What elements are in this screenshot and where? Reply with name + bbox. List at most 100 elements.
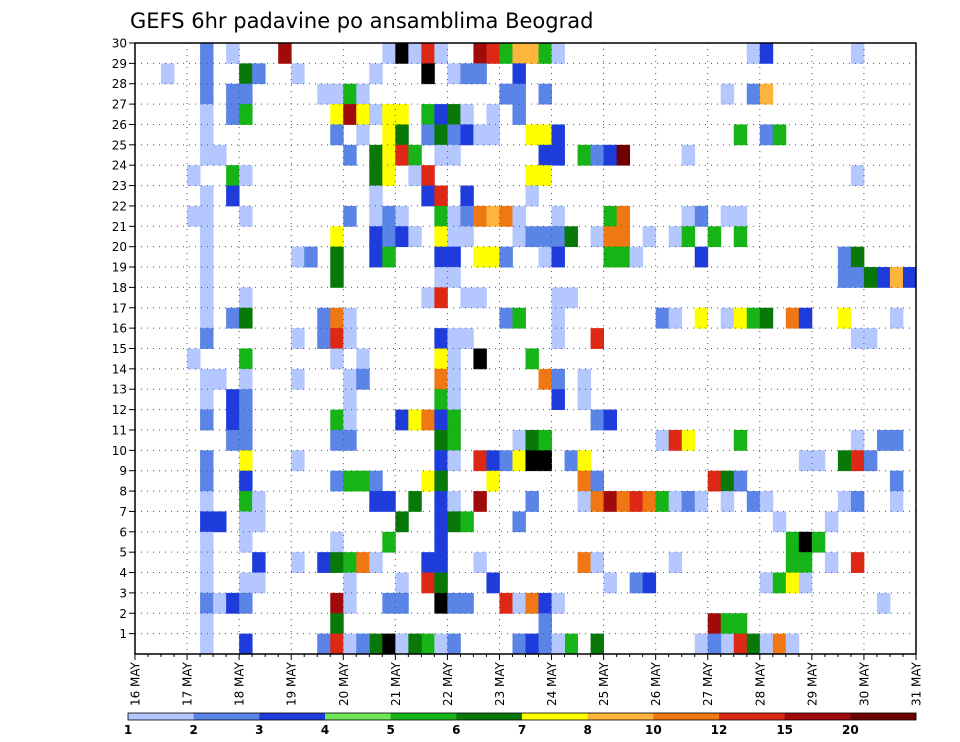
y-tick-label: 19 [112,261,127,275]
heatmap-cell [551,124,565,146]
heatmap-cell [226,592,240,614]
heatmap-cell [330,348,344,370]
heatmap-cell [239,633,253,655]
heatmap-cell [343,389,357,410]
heatmap-cell [447,144,461,166]
y-tick-label: 11 [112,423,127,437]
heatmap-cell [616,226,631,248]
y-tick-label: 12 [112,403,127,417]
heatmap-cell [200,552,214,573]
heatmap-cell [447,368,461,390]
heatmap-cell [434,287,448,309]
colorbar-label: 1 [124,723,132,737]
heatmap-cell [330,592,344,614]
x-tick-label: 28 MAY [753,661,767,706]
heatmap-cell [200,389,214,410]
heatmap-cell [668,226,683,248]
heatmap-cell [317,633,331,655]
y-tick-label: 28 [112,77,127,91]
heatmap-cell [226,429,240,451]
heatmap-cell [395,511,409,533]
y-tick-label: 29 [112,57,127,71]
heatmap-cell [200,470,214,492]
heatmap-cell [733,226,748,248]
x-tick-label: 19 MAY [285,661,299,706]
heatmap-cell [473,450,487,472]
heatmap-cell [200,287,214,309]
x-tick-label: 23 MAY [493,661,507,706]
heatmap-cell [356,633,370,655]
heatmap-cell [239,368,253,390]
heatmap-cell [239,389,253,410]
heatmap-cell [304,246,318,268]
colorbar-label: 10 [645,723,662,737]
heatmap-cell [226,389,240,410]
heatmap-cell [512,429,526,451]
x-tick-label: 26 MAY [649,661,663,706]
heatmap-cell [421,572,435,594]
heatmap-cell [200,531,214,553]
heatmap-cell [330,328,344,349]
heatmap-cell [551,328,565,349]
heatmap-cell [720,470,735,492]
x-tick-label: 25 MAY [597,661,611,706]
heatmap-cell [837,307,852,329]
heatmap-cell [421,470,435,492]
heatmap-cell [525,43,539,64]
y-tick-labels: 1234567891011121314151617181920212223242… [112,37,135,641]
heatmap-cell [382,124,396,146]
heatmap-cell [239,429,253,451]
heatmap-cell [499,307,513,329]
heatmap-cell [434,552,448,573]
heatmap-cell [330,307,344,329]
heatmap-cell [434,124,448,146]
y-tick-label: 26 [112,118,127,132]
heatmap-cell [707,226,722,248]
heatmap-cell [837,267,852,288]
heatmap-cell [772,511,787,533]
heatmap-cell [720,83,735,105]
heatmap-cell [434,348,448,370]
heatmap-cell [200,328,214,349]
heatmap-cell [421,124,435,146]
heatmap-cell [863,450,878,472]
heatmap-cell [213,368,227,390]
heatmap-cell [356,552,370,573]
heatmap-cell [564,226,578,248]
heatmap-cell [850,450,865,472]
heatmap-cell [694,491,709,512]
heatmap-cell [538,43,552,64]
heatmap-cell [343,144,357,166]
heatmap-cell [291,63,305,85]
heatmap-cell [512,63,526,85]
heatmap-cell [551,226,565,248]
heatmap-cell [434,429,448,451]
heatmap-cell [577,552,591,573]
heatmap-cell [629,572,644,594]
heatmap-cell [473,348,487,370]
heatmap-cell [408,409,422,431]
heatmap-cell [382,205,396,227]
y-tick-label: 30 [112,37,127,51]
heatmap-cell [291,450,305,472]
x-tick-label: 21 MAY [389,661,403,706]
heatmap-cell [239,307,253,329]
heatmap-cell [577,450,591,472]
heatmap-cell [486,572,500,594]
colorbar-swatch [587,713,654,720]
heatmap-cell [733,470,748,492]
heatmap-cell [200,267,214,288]
heatmap-cell [395,633,409,655]
heatmap-cell [850,552,865,573]
heatmap-cell [343,104,357,125]
heatmap-cell [330,104,344,125]
heatmap-cell [330,429,344,451]
heatmap-cell [343,633,357,655]
heatmap-cell [421,287,435,309]
heatmap-cell [551,307,565,329]
heatmap-cell [850,246,865,268]
heatmap-cell [200,144,214,166]
heatmap-cell [590,226,604,248]
heatmap-cell [330,246,344,268]
heatmap-cell [239,531,253,553]
